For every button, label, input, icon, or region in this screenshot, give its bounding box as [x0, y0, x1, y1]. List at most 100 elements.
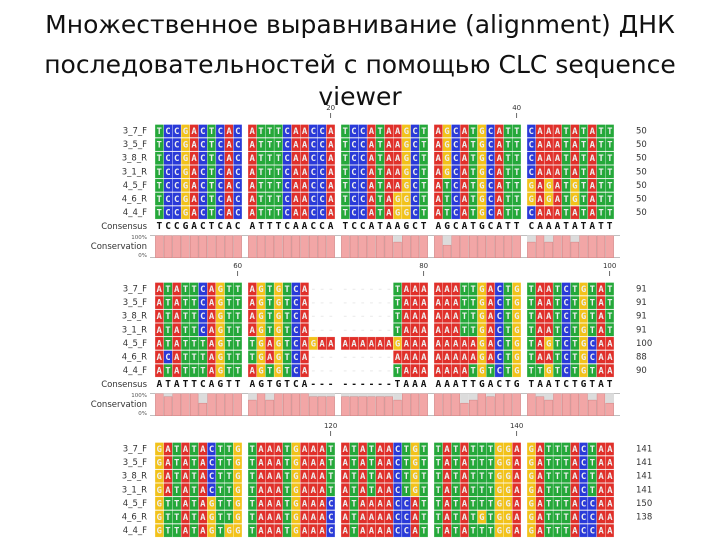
conservation-bar	[469, 399, 478, 416]
nucleotide-cell	[605, 309, 615, 323]
nucleotide-cell	[419, 124, 429, 138]
conservation-bar	[384, 396, 393, 416]
conservation-bar	[535, 396, 545, 416]
nucleotide-cell	[512, 469, 522, 483]
conservation-bar	[172, 393, 181, 416]
conservation-bar	[349, 235, 359, 258]
nucleotide-cell	[605, 442, 615, 456]
conservation-label: Conservation	[91, 242, 147, 252]
nucleotide-cell	[512, 510, 522, 524]
nucleotide-cell	[512, 442, 522, 456]
conservation-bar	[512, 235, 521, 258]
conservation-bar	[291, 393, 300, 416]
conservation-bar	[181, 235, 190, 258]
conservation-bar	[451, 393, 460, 416]
nucleotide-cell	[419, 178, 429, 193]
nucleotide-cell	[512, 483, 522, 497]
nucleotide-cell	[512, 192, 522, 206]
sequence-end: 50	[636, 208, 647, 218]
consensus-block: AAATTGACTG	[436, 379, 520, 390]
conservation-max: 100%	[131, 393, 147, 399]
conservation-bar	[596, 235, 606, 258]
nucleotide-cell	[605, 469, 615, 483]
sequence-end: 88	[636, 353, 647, 363]
sequence-end: 91	[636, 285, 647, 295]
nucleotide-cell	[605, 455, 615, 470]
conservation-bar	[216, 393, 225, 416]
sequence-name: 3_8_R	[122, 472, 147, 482]
conservation-bar	[376, 235, 385, 258]
sequence-name: 4_4_F	[123, 208, 147, 218]
conservation-bar	[605, 402, 614, 416]
nucleotide-cell	[326, 151, 336, 165]
conservation-bar	[172, 235, 181, 258]
ruler-label: 40	[512, 104, 521, 112]
nucleotide-cell	[419, 165, 429, 179]
sequence-name: 4_5_F	[123, 499, 147, 509]
sequence-name: 3_1_R	[122, 485, 147, 495]
nucleotide-cell	[300, 309, 310, 323]
nucleotide-cell	[233, 295, 243, 310]
sequence-end: 50	[636, 195, 647, 205]
conservation-bar	[155, 235, 164, 258]
nucleotide-cell	[512, 151, 522, 165]
nucleotide-cell	[419, 523, 429, 538]
conservation-bar	[358, 235, 367, 258]
conservation-bar	[469, 235, 478, 258]
conservation-bar	[442, 393, 452, 416]
nucleotide-cell	[605, 295, 615, 310]
nucleotide-cell	[419, 192, 429, 206]
nucleotide-cell	[326, 469, 336, 483]
conservation-bar	[596, 393, 606, 416]
nucleotide-cell	[233, 151, 243, 165]
conservation-bar	[544, 241, 553, 258]
nucleotide-cell	[512, 523, 522, 538]
conservation-bar	[224, 393, 234, 416]
conservation-bar	[570, 393, 580, 416]
sequence-end: 100	[636, 339, 652, 349]
nucleotide-cell	[512, 205, 522, 220]
conservation-bar	[265, 399, 274, 416]
sequence-end: 50	[636, 167, 647, 177]
nucleotide-cell	[605, 483, 615, 497]
nucleotide-cell	[233, 124, 243, 138]
nucleotide-cell	[419, 205, 429, 220]
nucleotide-cell	[326, 205, 336, 220]
conservation-bar	[256, 393, 266, 416]
consensus-block: TCCATAAGCT	[343, 221, 427, 232]
nucleotide-cell	[512, 124, 522, 138]
conservation-bar	[189, 393, 199, 416]
conservation-bar	[410, 235, 420, 258]
conservation-bar	[384, 235, 393, 258]
ruler-label: 60	[233, 262, 242, 270]
conservation-bar	[274, 393, 283, 416]
nucleotide-cell	[605, 137, 615, 152]
nucleotide-cell	[419, 455, 429, 470]
sequence-name: 3_7_F	[123, 285, 147, 295]
nucleotide-cell	[419, 309, 429, 323]
nucleotide-cell	[326, 523, 336, 538]
nucleotide-cell	[605, 124, 615, 138]
conservation-bar	[216, 235, 225, 258]
conservation-bar	[233, 235, 242, 258]
nucleotide-cell	[233, 282, 243, 296]
nucleotide-cell	[512, 363, 522, 378]
sequence-name: 3_8_R	[122, 154, 147, 164]
conservation-bar	[460, 235, 469, 258]
nucleotide-cell	[233, 178, 243, 193]
nucleotide-cell	[233, 165, 243, 179]
nucleotide-cell	[300, 363, 310, 378]
nucleotide-cell	[233, 137, 243, 152]
sequence-end: 91	[636, 325, 647, 335]
nucleotide-cell	[605, 496, 615, 511]
conservation-bar	[198, 402, 207, 416]
conservation-bar	[410, 393, 420, 416]
conservation-bar	[544, 399, 553, 416]
conservation-bar	[326, 235, 335, 258]
conservation-bar	[402, 235, 411, 258]
nucleotide-cell	[419, 442, 429, 456]
sequence-name: 4_6_R	[122, 513, 147, 523]
consensus-label: Consensus	[101, 222, 147, 232]
conservation-bar	[588, 235, 597, 258]
sequence-block: ------TAAA	[343, 326, 428, 336]
